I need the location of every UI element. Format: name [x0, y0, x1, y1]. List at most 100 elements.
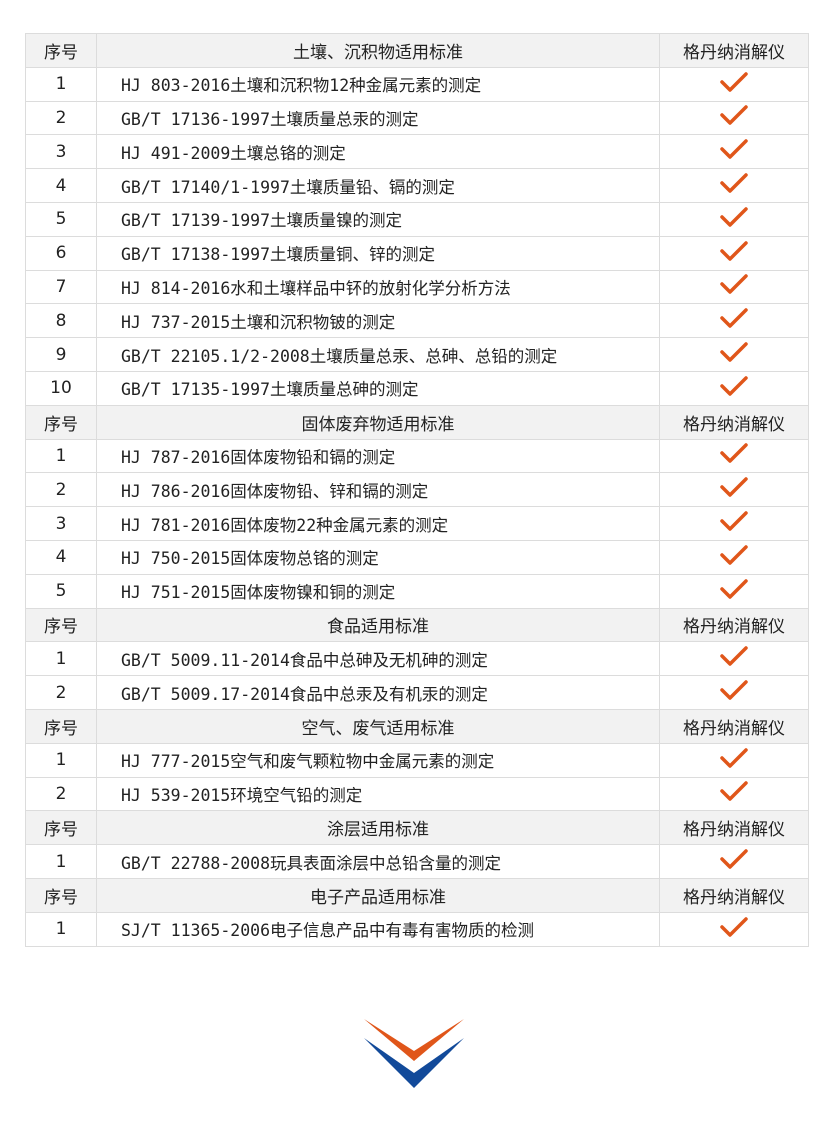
col-header-no: 序号: [25, 404, 97, 440]
compatibility-cell: [659, 844, 809, 879]
standard-name: GB/T 17139-1997土壤质量镍的测定: [96, 201, 660, 237]
check-icon: [720, 375, 748, 402]
standard-name: SJ/T 11365-2006电子信息产品中有毒有害物质的检测: [96, 911, 660, 947]
standards-table: 序号 土壤、沉积物适用标准 格丹纳消解仪 1 HJ 803-2016土壤和沉积物12种金…: [25, 33, 809, 947]
row-number: 7: [25, 269, 97, 305]
section-title: 空气、废气适用标准: [96, 708, 660, 744]
table-row: 6 GB/T 17138-1997土壤质量铜、锌的测定: [25, 235, 809, 271]
section-header: 序号 食品适用标准 格丹纳消解仪: [25, 607, 809, 643]
row-number: 2: [25, 675, 97, 710]
section-title: 涂层适用标准: [96, 810, 660, 846]
standard-name: HJ 787-2016固体废物铅和镉的测定: [96, 438, 660, 474]
table-row: 3 HJ 491-2009土壤总铬的测定: [25, 134, 809, 170]
row-number: 1: [25, 844, 97, 879]
check-icon: [720, 341, 748, 368]
check-icon: [720, 138, 748, 165]
col-header-no: 序号: [25, 708, 97, 744]
section-title: 固体废弃物适用标准: [96, 404, 660, 440]
compatibility-cell: [659, 337, 809, 372]
table-row: 2 HJ 539-2015环境空气铅的测定: [25, 776, 809, 812]
standard-name: GB/T 17135-1997土壤质量总砷的测定: [96, 370, 660, 406]
compatibility-cell: [659, 134, 809, 170]
col-header-device: 格丹纳消解仪: [659, 33, 809, 68]
compatibility-cell: [659, 201, 809, 237]
table-row: 1 GB/T 22788-2008玩具表面涂层中总铅含量的测定: [25, 844, 809, 879]
table-row: 1 SJ/T 11365-2006电子信息产品中有毒有害物质的检测: [25, 911, 809, 947]
section-header: 序号 土壤、沉积物适用标准 格丹纳消解仪: [25, 33, 809, 68]
row-number: 10: [25, 370, 97, 406]
table-row: 1 HJ 787-2016固体废物铅和镉的测定: [25, 438, 809, 474]
row-number: 2: [25, 100, 97, 136]
row-number: 2: [25, 776, 97, 812]
table-row: 5 GB/T 17139-1997土壤质量镍的测定: [25, 201, 809, 237]
check-icon: [720, 510, 748, 537]
standard-name: GB/T 17136-1997土壤质量总汞的测定: [96, 100, 660, 136]
col-header-no: 序号: [25, 33, 97, 68]
row-number: 6: [25, 235, 97, 271]
section-header: 序号 涂层适用标准 格丹纳消解仪: [25, 810, 809, 846]
check-icon: [720, 206, 748, 233]
standard-name: GB/T 5009.17-2014食品中总汞及有机汞的测定: [96, 675, 660, 710]
check-icon: [720, 544, 748, 571]
row-number: 4: [25, 168, 97, 203]
table-row: 2 GB/T 17136-1997土壤质量总汞的测定: [25, 100, 809, 136]
section-header: 序号 空气、废气适用标准 格丹纳消解仪: [25, 708, 809, 744]
check-icon: [720, 71, 748, 98]
compatibility-cell: [659, 472, 809, 508]
col-header-device: 格丹纳消解仪: [659, 607, 809, 643]
row-number: 3: [25, 506, 97, 541]
section-title: 电子产品适用标准: [96, 877, 660, 913]
table-row: 2 GB/T 5009.17-2014食品中总汞及有机汞的测定: [25, 675, 809, 710]
logo-orange-chevron: [364, 1019, 464, 1061]
standard-name: HJ 737-2015土壤和沉积物铍的测定: [96, 303, 660, 339]
row-number: 1: [25, 66, 97, 102]
compatibility-cell: [659, 911, 809, 947]
standard-name: GB/T 17138-1997土壤质量铜、锌的测定: [96, 235, 660, 271]
table-row: 4 GB/T 17140/1-1997土壤质量铅、镉的测定: [25, 168, 809, 203]
check-icon: [720, 307, 748, 334]
standard-name: GB/T 22105.1/2-2008土壤质量总汞、总砷、总铅的测定: [96, 337, 660, 372]
table-row: 3 HJ 781-2016固体废物22种金属元素的测定: [25, 506, 809, 541]
table-row: 4 HJ 750-2015固体废物总铬的测定: [25, 539, 809, 575]
table-row: 9 GB/T 22105.1/2-2008土壤质量总汞、总砷、总铅的测定: [25, 337, 809, 372]
compatibility-cell: [659, 303, 809, 339]
compatibility-cell: [659, 100, 809, 136]
check-icon: [720, 172, 748, 199]
standard-name: HJ 814-2016水和土壤样品中钚的放射化学分析方法: [96, 269, 660, 305]
compatibility-cell: [659, 573, 809, 609]
check-icon: [720, 747, 748, 774]
standard-name: HJ 750-2015固体废物总铬的测定: [96, 539, 660, 575]
section-header: 序号 固体废弃物适用标准 格丹纳消解仪: [25, 404, 809, 440]
check-icon: [720, 442, 748, 469]
standard-name: HJ 751-2015固体废物镍和铜的测定: [96, 573, 660, 609]
col-header-device: 格丹纳消解仪: [659, 810, 809, 846]
row-number: 1: [25, 911, 97, 947]
row-number: 3: [25, 134, 97, 170]
row-number: 1: [25, 438, 97, 474]
table-row: 1 GB/T 5009.11-2014食品中总砷及无机砷的测定: [25, 641, 809, 677]
compatibility-cell: [659, 742, 809, 778]
check-icon: [720, 848, 748, 875]
row-number: 8: [25, 303, 97, 339]
compatibility-cell: [659, 641, 809, 677]
logo-blue-chevron: [364, 1038, 464, 1088]
compatibility-cell: [659, 776, 809, 812]
standard-name: GB/T 22788-2008玩具表面涂层中总铅含量的测定: [96, 844, 660, 879]
col-header-device: 格丹纳消解仪: [659, 708, 809, 744]
col-header-no: 序号: [25, 877, 97, 913]
check-icon: [720, 916, 748, 943]
col-header-no: 序号: [25, 810, 97, 846]
standard-name: HJ 491-2009土壤总铬的测定: [96, 134, 660, 170]
row-number: 1: [25, 742, 97, 778]
check-icon: [720, 476, 748, 503]
check-icon: [720, 240, 748, 267]
row-number: 5: [25, 573, 97, 609]
section-title: 食品适用标准: [96, 607, 660, 643]
check-icon: [720, 645, 748, 672]
standard-name: HJ 539-2015环境空气铅的测定: [96, 776, 660, 812]
row-number: 4: [25, 539, 97, 575]
col-header-device: 格丹纳消解仪: [659, 877, 809, 913]
table-row: 1 HJ 777-2015空气和废气颗粒物中金属元素的测定: [25, 742, 809, 778]
compatibility-cell: [659, 675, 809, 710]
standard-name: HJ 781-2016固体废物22种金属元素的测定: [96, 506, 660, 541]
